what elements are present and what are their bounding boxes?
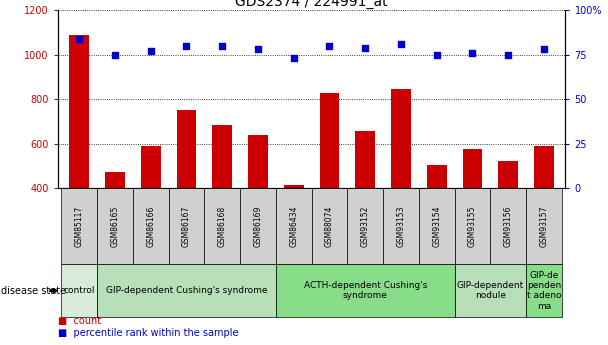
Bar xyxy=(455,188,491,264)
Text: ■  percentile rank within the sample: ■ percentile rank within the sample xyxy=(58,328,238,338)
Bar xyxy=(69,35,89,277)
Bar xyxy=(526,264,562,317)
Bar xyxy=(61,188,97,264)
Text: GSM86167: GSM86167 xyxy=(182,205,191,247)
Bar xyxy=(97,264,276,317)
Point xyxy=(146,48,156,54)
Bar xyxy=(105,172,125,277)
Text: ■  count: ■ count xyxy=(58,316,101,326)
Point xyxy=(217,43,227,49)
Bar xyxy=(311,188,347,264)
Bar xyxy=(526,188,562,264)
Text: GIP-dependent Cushing's syndrome: GIP-dependent Cushing's syndrome xyxy=(106,286,268,295)
Point xyxy=(325,43,334,49)
Bar xyxy=(391,89,411,277)
Point xyxy=(503,52,513,58)
Bar xyxy=(97,188,133,264)
Point xyxy=(253,47,263,52)
Point xyxy=(539,47,549,52)
Point xyxy=(432,52,441,58)
Text: GSM93157: GSM93157 xyxy=(539,205,548,247)
Bar xyxy=(204,188,240,264)
Title: GDS2374 / 224991_at: GDS2374 / 224991_at xyxy=(235,0,388,9)
Bar xyxy=(276,264,455,317)
Bar xyxy=(61,264,97,317)
Point xyxy=(468,50,477,56)
Bar xyxy=(347,188,383,264)
Point xyxy=(110,52,120,58)
Bar xyxy=(534,146,554,277)
Bar xyxy=(499,161,518,277)
Text: control: control xyxy=(63,286,95,295)
Text: GSM93156: GSM93156 xyxy=(504,205,513,247)
Bar xyxy=(133,188,168,264)
Text: GSM88074: GSM88074 xyxy=(325,205,334,247)
Text: GSM93152: GSM93152 xyxy=(361,205,370,247)
Point xyxy=(289,56,299,61)
Text: GSM86166: GSM86166 xyxy=(146,205,155,247)
Point xyxy=(396,41,406,47)
Bar xyxy=(141,146,161,277)
Bar xyxy=(320,92,339,277)
Bar xyxy=(455,264,526,317)
Point xyxy=(74,36,84,41)
Bar xyxy=(383,188,419,264)
Text: GIP-dependent
nodule: GIP-dependent nodule xyxy=(457,281,524,300)
Bar xyxy=(419,188,455,264)
Bar xyxy=(248,135,268,277)
Text: GSM86168: GSM86168 xyxy=(218,205,227,247)
Text: GSM85117: GSM85117 xyxy=(75,205,84,247)
Bar xyxy=(168,188,204,264)
Bar xyxy=(212,125,232,277)
Text: GIP-de
penden
t adeno
ma: GIP-de penden t adeno ma xyxy=(527,270,561,311)
Text: GSM93153: GSM93153 xyxy=(396,205,406,247)
Text: GSM86169: GSM86169 xyxy=(254,205,263,247)
Bar xyxy=(284,185,303,277)
Text: ACTH-dependent Cushing's
syndrome: ACTH-dependent Cushing's syndrome xyxy=(303,281,427,300)
Text: GSM93155: GSM93155 xyxy=(468,205,477,247)
Text: GSM86165: GSM86165 xyxy=(111,205,119,247)
Bar xyxy=(463,149,482,277)
Point xyxy=(361,45,370,50)
Bar xyxy=(276,188,311,264)
Bar xyxy=(356,131,375,277)
Text: GSM93154: GSM93154 xyxy=(432,205,441,247)
Bar xyxy=(491,188,526,264)
Bar xyxy=(177,110,196,277)
Bar xyxy=(427,165,446,277)
Text: GSM86434: GSM86434 xyxy=(289,205,298,247)
Point xyxy=(182,43,192,49)
Bar xyxy=(240,188,276,264)
Text: disease state: disease state xyxy=(1,286,66,296)
